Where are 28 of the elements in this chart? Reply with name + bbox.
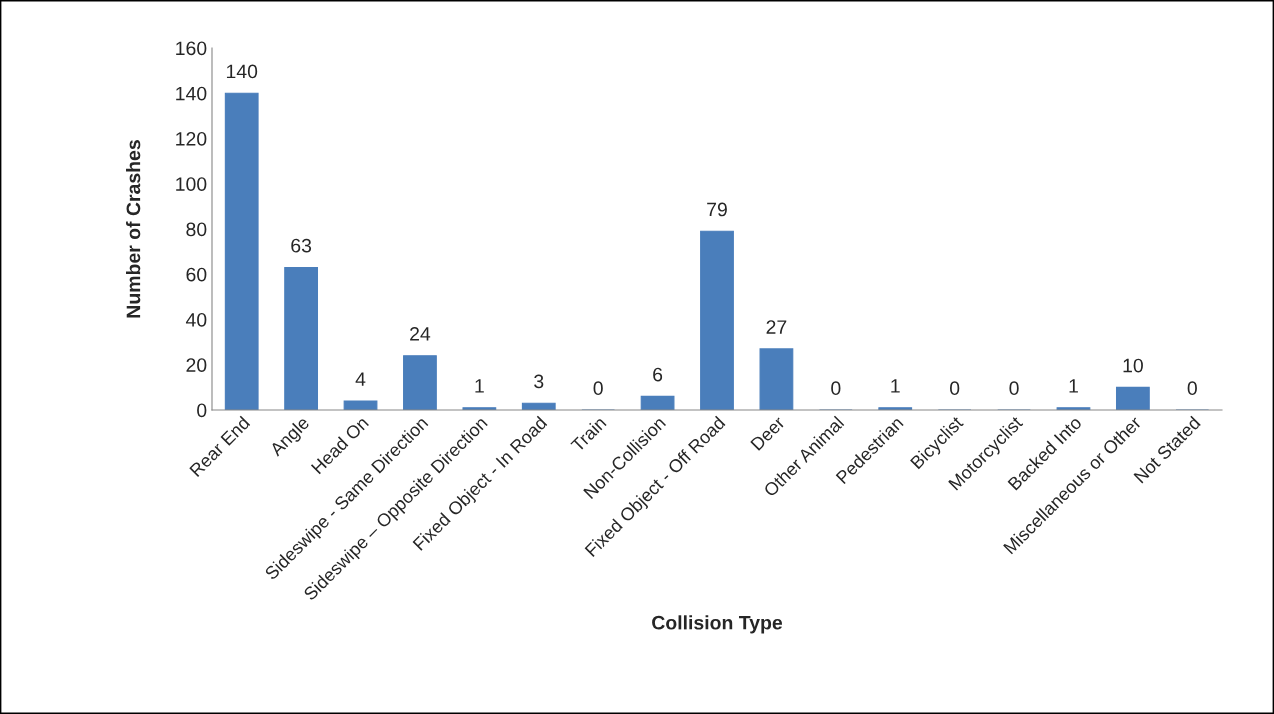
y-tick-label: 20 xyxy=(186,358,207,372)
data-label: 3 xyxy=(534,374,544,389)
data-label: 1 xyxy=(475,379,484,393)
y-tick-label: 40 xyxy=(185,312,207,327)
y-tick-label: 0 xyxy=(197,403,207,418)
y-tick-label: 100 xyxy=(176,177,207,191)
y-tick-label: 60 xyxy=(186,267,207,282)
data-label: 0 xyxy=(1009,381,1019,396)
data-label: 79 xyxy=(707,202,727,217)
x-axis-title: Collision Type xyxy=(652,615,783,634)
data-label: 24 xyxy=(410,326,431,341)
data-label: 27 xyxy=(766,320,787,334)
y-tick-label: 140 xyxy=(176,86,207,101)
y-tick-label: 120 xyxy=(176,131,207,146)
y-tick-label: 160 xyxy=(176,41,207,56)
data-label: 0 xyxy=(593,381,603,396)
data-label: 140 xyxy=(226,64,258,79)
data-label: 0 xyxy=(950,381,960,396)
data-label: 4 xyxy=(355,372,366,386)
data-label: 1 xyxy=(891,379,900,393)
y-tick-label: 80 xyxy=(186,222,207,237)
data-label: 0 xyxy=(1187,381,1197,396)
y-axis-title: Number of Crashes xyxy=(126,140,141,318)
data-label: 6 xyxy=(653,367,663,382)
data-label: 1 xyxy=(1069,379,1078,393)
data-label: 10 xyxy=(1123,358,1143,373)
data-label: 0 xyxy=(831,381,841,396)
data-label: 63 xyxy=(291,238,312,253)
